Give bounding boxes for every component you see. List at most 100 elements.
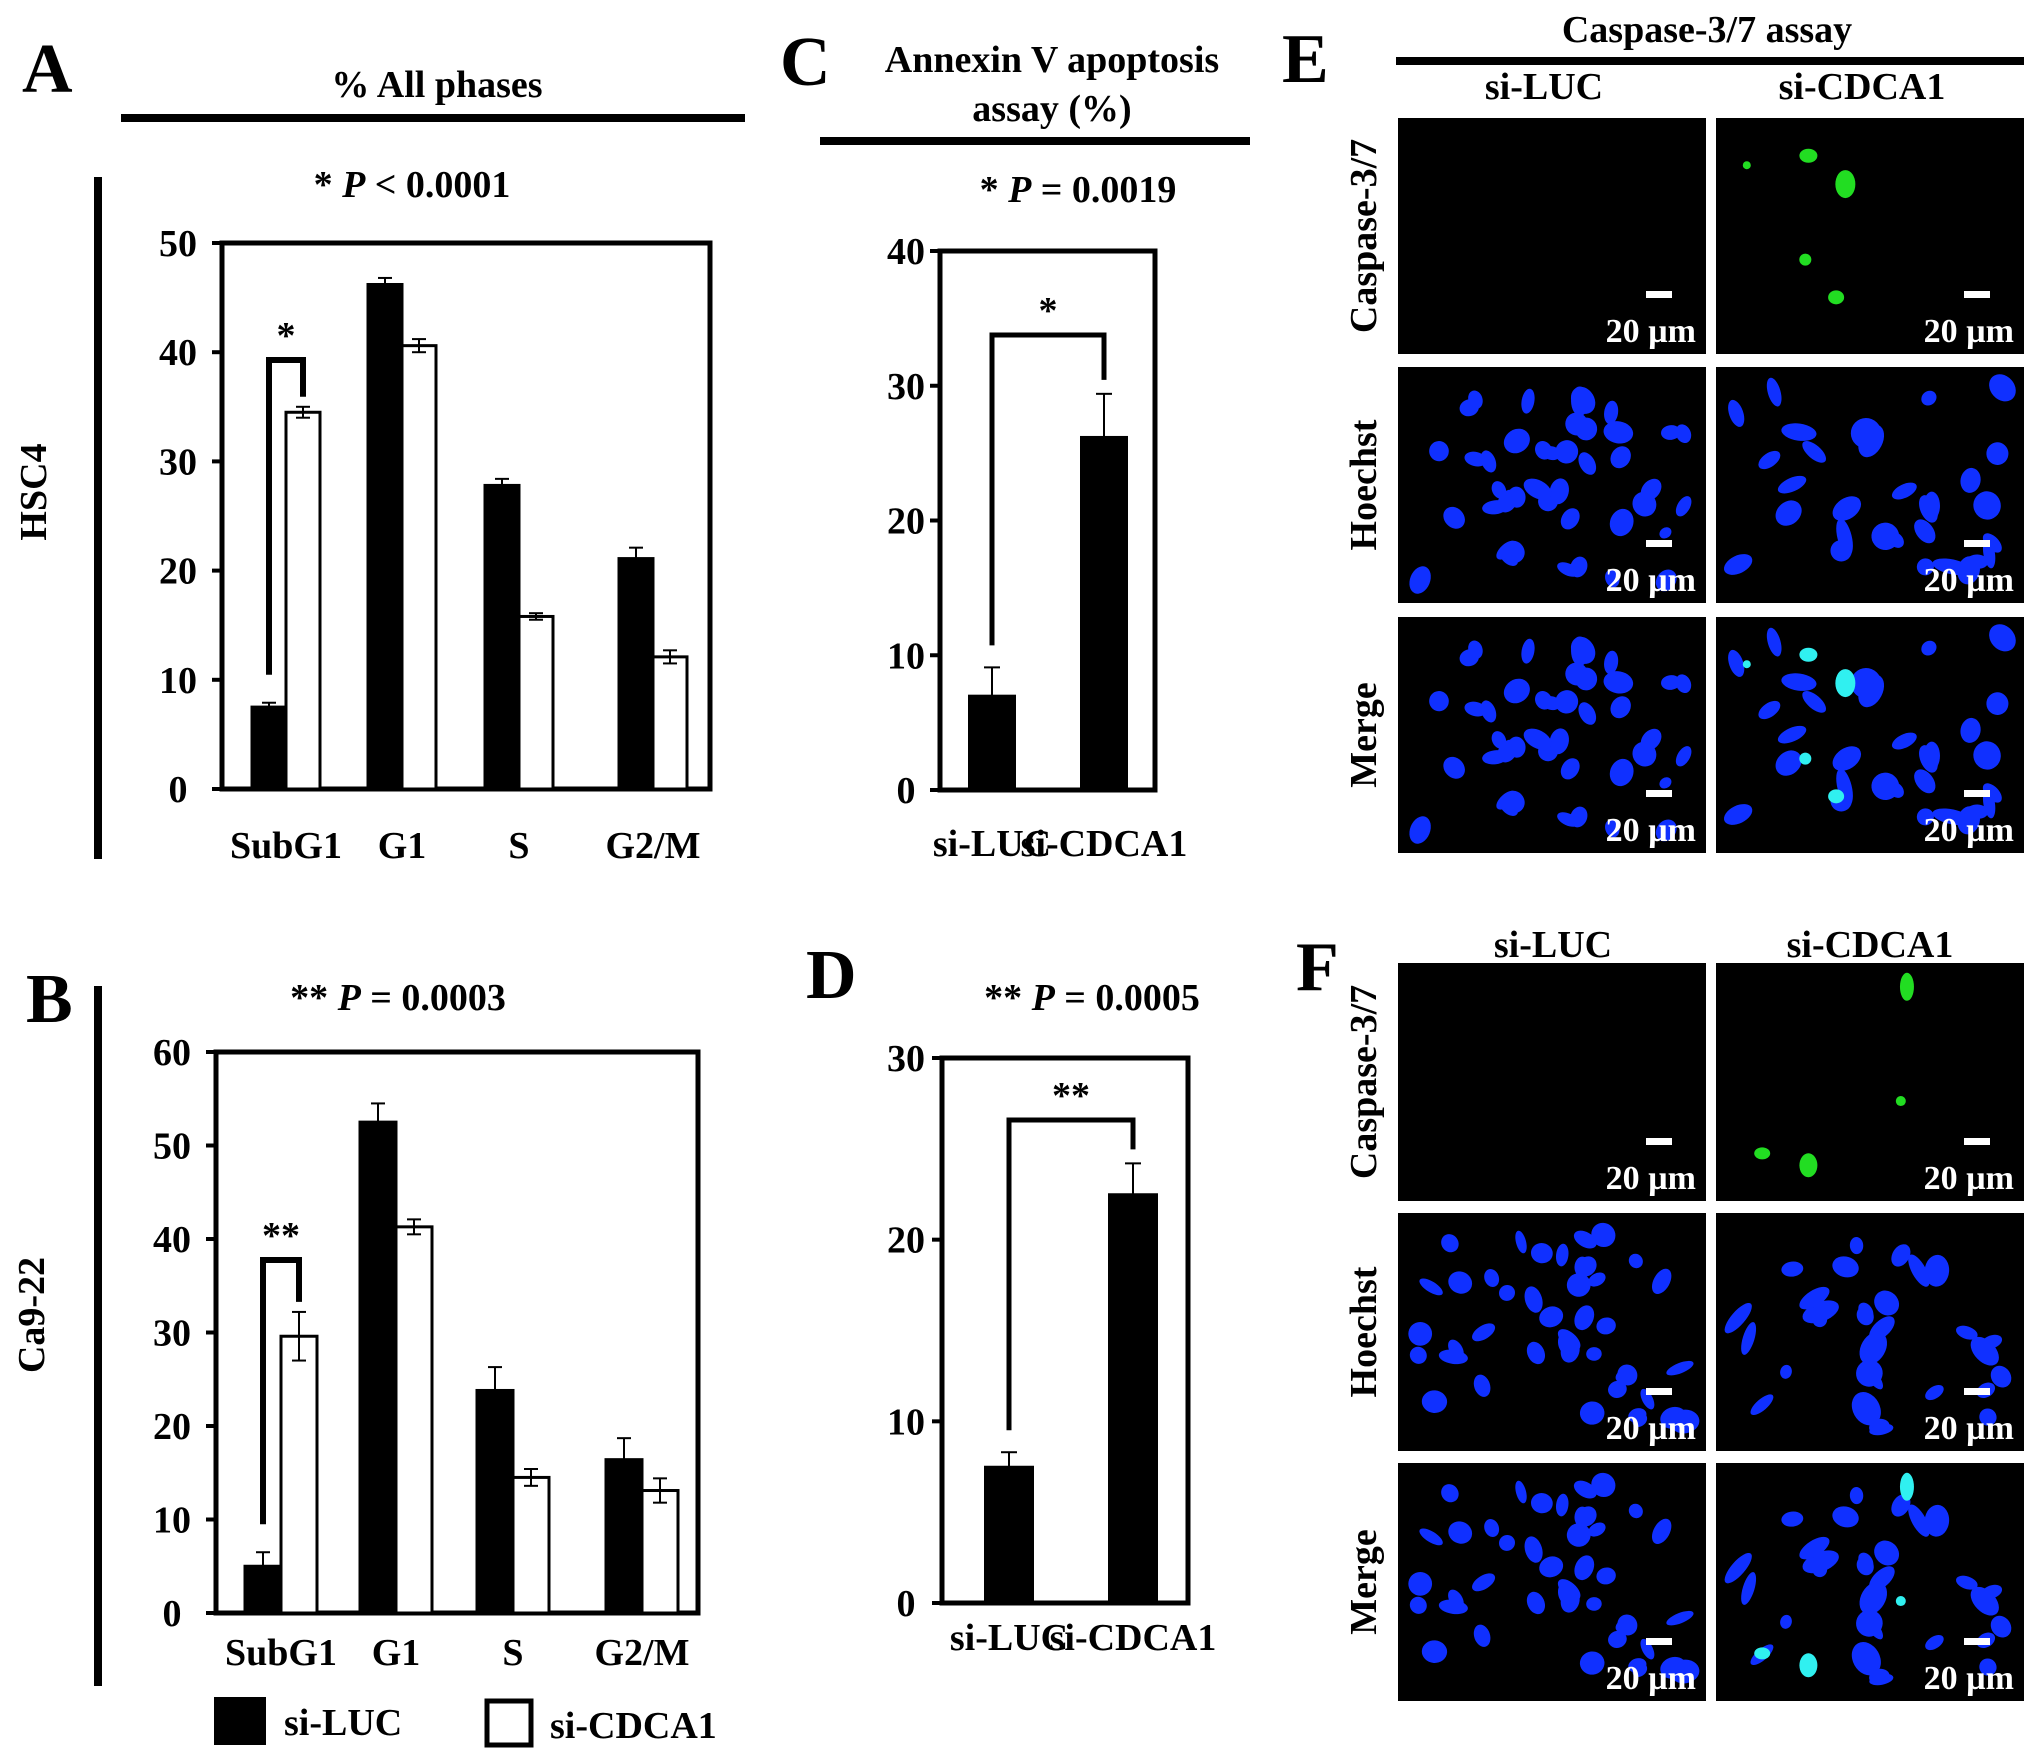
legend-swatch-si-luc	[214, 1697, 266, 1745]
nucleus	[1526, 1341, 1546, 1365]
panel-b-side-label: Ca9-22	[11, 1257, 53, 1373]
nucleus	[1570, 636, 1596, 664]
nucleus	[1577, 1506, 1597, 1527]
plot-frame	[939, 1055, 1191, 1606]
nucleus	[1982, 783, 2002, 803]
nucleus	[1775, 500, 1802, 526]
nucleus	[1802, 691, 1827, 713]
scale-bar	[1964, 1138, 1990, 1145]
nucleus	[1979, 1408, 1997, 1426]
nucleus	[1588, 1522, 1606, 1537]
nucleus	[1973, 491, 2001, 520]
nucleus	[1921, 390, 1937, 406]
panel-f-image-merge-si-luc: 20 µm	[1398, 1463, 1706, 1701]
nucleus	[1610, 446, 1631, 469]
scale-bar-label: 20 µm	[1924, 313, 2014, 350]
bar-si-luc-g1	[366, 282, 404, 791]
row-label-caspase-3-7: Caspase-3/7	[1343, 985, 1385, 1179]
nucleus	[1849, 1487, 1864, 1505]
bar-si-cdca1-subg1	[279, 1334, 319, 1615]
nucleus	[1750, 1394, 1774, 1416]
nucleus	[1661, 425, 1681, 440]
x-tick-label: G1	[372, 1632, 421, 1674]
nucleus	[1521, 638, 1535, 664]
nucleus	[1555, 1493, 1569, 1517]
nucleus	[1921, 640, 1937, 656]
panel-a-header: % All phases	[331, 64, 542, 106]
nucleus	[1669, 1659, 1700, 1684]
nucleus	[1555, 690, 1579, 714]
bar-si-luc-g1	[358, 1120, 398, 1615]
bar-si-cdca1-g1	[400, 344, 438, 791]
panel-e-header-rule	[1396, 57, 2024, 65]
bar-chart-b: 0 10 20 30 40 50 60 SubG1 G1 S G2/M **	[153, 1032, 701, 1674]
nucleus	[1830, 540, 1852, 562]
nucleus	[1555, 1243, 1569, 1267]
significance-bracket	[989, 332, 1107, 646]
y-tick-label: 10	[159, 660, 197, 702]
caspase-signal	[1899, 1472, 1914, 1501]
x-tick-label: si-CDCA1	[1021, 823, 1188, 865]
nucleus	[1560, 758, 1580, 780]
caspase-signal	[1754, 1147, 1771, 1160]
y-tick-label: 30	[153, 1313, 191, 1355]
nucleus	[1419, 1278, 1443, 1296]
nucleus	[1596, 1567, 1616, 1585]
nucleus	[1916, 558, 1934, 576]
nucleus	[1491, 731, 1507, 749]
nucleus	[1666, 1360, 1694, 1376]
scale-bar-label: 20 µm	[1924, 812, 2014, 849]
bar-si-luc-g2m	[604, 1458, 644, 1615]
nucleus	[1728, 649, 1745, 677]
nucleus	[1565, 662, 1588, 686]
nucleus	[1609, 758, 1634, 787]
bar-si-luc-g2m	[617, 557, 655, 791]
y-tick-label: 0	[897, 1583, 916, 1625]
bar-si-cdca1-s	[517, 614, 555, 791]
y-tick-label: 10	[887, 1401, 925, 1443]
nucleus	[1448, 1339, 1464, 1360]
caspase-signal	[1799, 148, 1818, 163]
scale-bar-label: 20 µm	[1606, 313, 1696, 350]
image-background	[1716, 963, 2024, 1201]
bar-si-luc-s	[475, 1388, 515, 1615]
nucleus	[1591, 1222, 1616, 1248]
nucleus	[1480, 700, 1497, 723]
nucleus	[1524, 1536, 1543, 1563]
y-tick-label: 20	[153, 1406, 191, 1448]
y-tick-label: 0	[897, 770, 916, 812]
caspase-signal	[1828, 290, 1845, 305]
nucleus	[1579, 1651, 1605, 1675]
nucleus	[1603, 421, 1634, 444]
nucleus	[1480, 450, 1497, 473]
nucleus	[1628, 1253, 1643, 1269]
nucleus	[1557, 562, 1579, 577]
y-tick-label: 20	[887, 501, 925, 543]
caspase-signal	[1742, 660, 1751, 669]
caspase-signal	[1742, 161, 1751, 170]
nucleus	[1603, 671, 1634, 694]
bar-si-luc-subg1	[250, 705, 288, 791]
nucleus	[1555, 440, 1579, 464]
bar-si-cdca1	[1080, 435, 1128, 791]
nucleus	[1557, 1331, 1576, 1355]
nucleus	[1781, 1511, 1804, 1527]
nucleus	[1499, 1535, 1515, 1551]
nucleus	[1758, 450, 1781, 470]
scale-bar	[1646, 291, 1672, 298]
caspase-signal	[1835, 170, 1856, 199]
nucleus	[1617, 1364, 1638, 1386]
nucleus	[1574, 1305, 1595, 1331]
panel-b-side-rule	[94, 986, 102, 1686]
nucleus	[1955, 1575, 1978, 1590]
nucleus	[1675, 496, 1692, 517]
scale-bar	[1964, 1388, 1990, 1395]
nucleus	[1874, 1290, 1900, 1316]
panel-a-pvalue: * P < 0.0001	[314, 164, 511, 206]
nucleus	[1887, 781, 1904, 798]
bar-si-luc	[984, 1465, 1034, 1604]
y-tick-label: 30	[887, 1038, 925, 1080]
y-tick-label: 10	[887, 635, 925, 677]
nucleus	[1604, 650, 1619, 675]
